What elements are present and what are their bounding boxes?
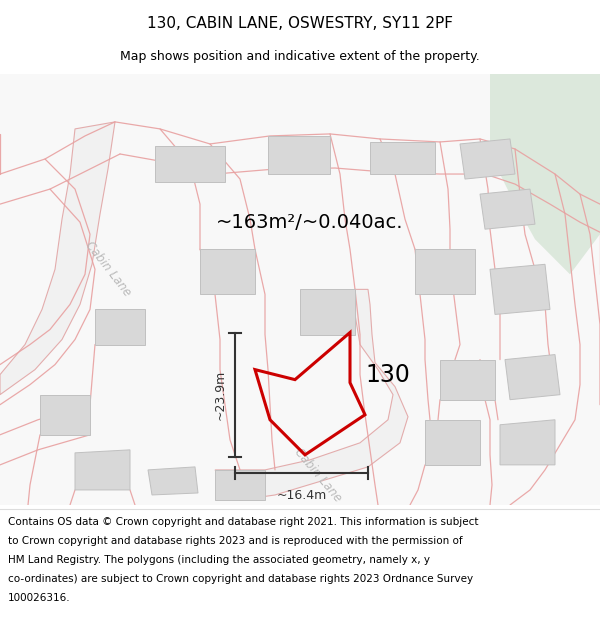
- Polygon shape: [500, 420, 555, 465]
- Polygon shape: [148, 467, 198, 495]
- Polygon shape: [40, 394, 90, 435]
- Polygon shape: [490, 74, 600, 274]
- Polygon shape: [370, 142, 435, 174]
- Text: 100026316.: 100026316.: [8, 593, 70, 603]
- Polygon shape: [155, 146, 225, 182]
- Polygon shape: [480, 189, 535, 229]
- Polygon shape: [490, 264, 550, 314]
- Text: to Crown copyright and database rights 2023 and is reproduced with the permissio: to Crown copyright and database rights 2…: [8, 536, 463, 546]
- Polygon shape: [425, 420, 480, 465]
- Polygon shape: [215, 470, 265, 500]
- Text: HM Land Registry. The polygons (including the associated geometry, namely x, y: HM Land Registry. The polygons (includin…: [8, 555, 430, 565]
- Text: Cabin Lane: Cabin Lane: [292, 446, 344, 504]
- Text: Cabin Lane: Cabin Lane: [83, 239, 133, 299]
- Polygon shape: [268, 136, 330, 174]
- Polygon shape: [415, 249, 475, 294]
- Polygon shape: [460, 139, 515, 179]
- Text: 130: 130: [365, 362, 410, 387]
- Polygon shape: [440, 359, 495, 400]
- Text: ~23.9m: ~23.9m: [214, 369, 227, 420]
- Polygon shape: [300, 289, 355, 334]
- Text: co-ordinates) are subject to Crown copyright and database rights 2023 Ordnance S: co-ordinates) are subject to Crown copyr…: [8, 574, 473, 584]
- Text: ~163m²/~0.040ac.: ~163m²/~0.040ac.: [216, 213, 404, 232]
- Text: ~16.4m: ~16.4m: [277, 489, 326, 502]
- Polygon shape: [95, 309, 145, 344]
- Polygon shape: [200, 249, 255, 294]
- Text: 130, CABIN LANE, OSWESTRY, SY11 2PF: 130, CABIN LANE, OSWESTRY, SY11 2PF: [147, 16, 453, 31]
- Polygon shape: [75, 450, 130, 490]
- Polygon shape: [505, 354, 560, 400]
- Polygon shape: [0, 122, 115, 394]
- Text: Contains OS data © Crown copyright and database right 2021. This information is : Contains OS data © Crown copyright and d…: [8, 517, 478, 527]
- Text: Map shows position and indicative extent of the property.: Map shows position and indicative extent…: [120, 50, 480, 63]
- Polygon shape: [215, 289, 408, 500]
